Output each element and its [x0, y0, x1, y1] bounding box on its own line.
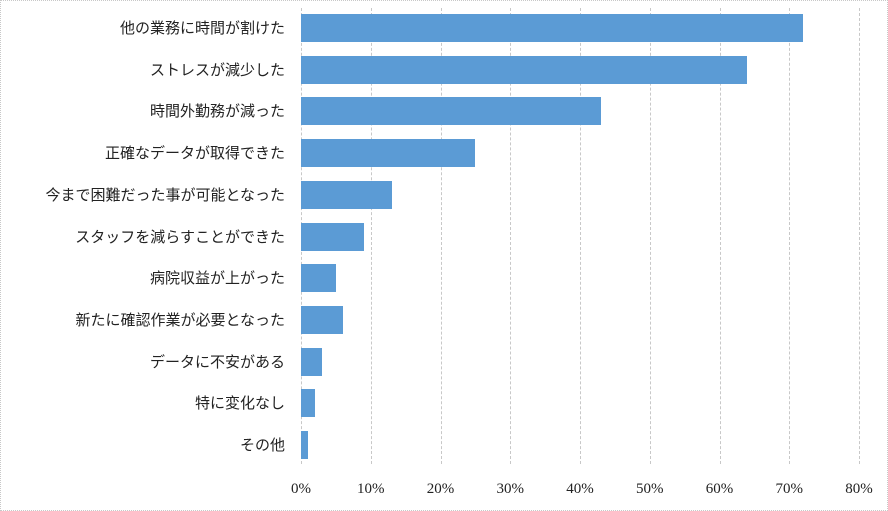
category-label: 新たに確認作業が必要となった [75, 310, 285, 329]
x-tick-label: 10% [357, 481, 385, 497]
category-label: 特に変化なし [194, 394, 285, 413]
x-tick-label: 0% [291, 481, 311, 497]
gridline [649, 8, 651, 464]
bar [301, 55, 748, 84]
bar [301, 431, 308, 459]
category-label: 正確なデータが取得できた [104, 144, 285, 163]
x-tick-label: 50% [636, 481, 664, 497]
x-tick-label: 30% [496, 481, 525, 497]
gridline [370, 8, 372, 464]
category-label: ストレスが減少した [149, 60, 285, 79]
bar [301, 14, 804, 42]
bar [301, 97, 601, 126]
category-label: 病院収益が上がった [149, 269, 285, 288]
bar [301, 389, 315, 418]
bar [301, 180, 392, 209]
category-label: データに不安がある [149, 352, 285, 371]
gridline [789, 8, 791, 464]
gridline [719, 8, 721, 464]
category-label: その他 [239, 436, 285, 454]
category-label: 他の業務に時間が割けた [119, 19, 285, 37]
category-label: 時間外勤務が減った [149, 102, 285, 121]
x-tick-label: 70% [775, 481, 804, 497]
x-tick-label: 20% [426, 481, 455, 497]
category-label: スタッフを減らすことができた [75, 227, 285, 246]
bar [301, 222, 364, 251]
gridline [440, 8, 442, 464]
x-tick-label: 80% [845, 481, 873, 497]
x-tick-label: 40% [566, 481, 594, 497]
bar [301, 264, 336, 293]
category-label: 今まで困難だった事が可能となった [45, 185, 285, 204]
gridline [859, 8, 860, 464]
bar [301, 347, 322, 376]
x-tick-label: 60% [705, 481, 734, 497]
bar [301, 139, 476, 168]
gridline [510, 8, 512, 464]
gridline [580, 8, 581, 464]
bar [301, 305, 343, 334]
